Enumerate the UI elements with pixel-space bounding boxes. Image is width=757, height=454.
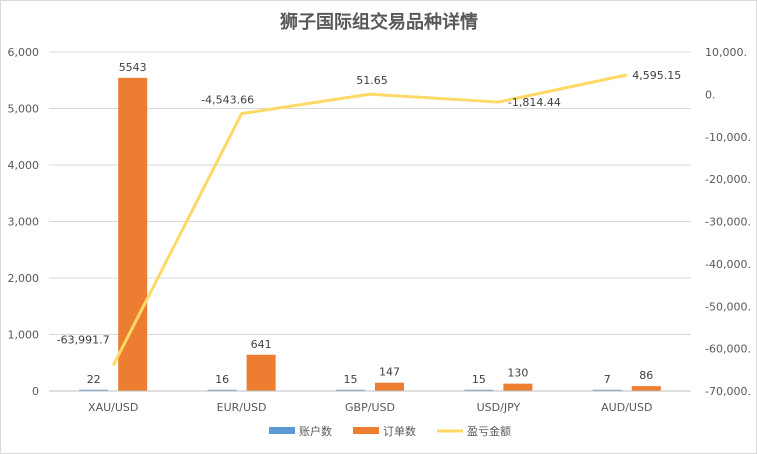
bar-accounts[interactable] [464, 389, 494, 391]
legend-swatch [353, 427, 379, 434]
left-tick-label: 6,000 [8, 46, 40, 59]
line-data-label: 51.65 [356, 74, 388, 87]
left-tick-label: 4,000 [8, 159, 40, 172]
bar-orders[interactable] [631, 386, 661, 391]
chart-title: 狮子国际组交易品种详情 [280, 11, 478, 33]
left-y-axis: 0 1,000 2,000 3,000 4,000 5,000 6,000 [8, 46, 40, 398]
data-labels: 22 16 15 15 7 5543 641 147 130 86 -63,991.7 -4,543.… [57, 61, 682, 386]
bar-data-label: 15 [344, 373, 358, 386]
legend-item[interactable]: 账户数 [269, 424, 332, 438]
bar-data-label: 147 [379, 366, 400, 379]
bar-data-label: 22 [87, 373, 101, 386]
legend-item[interactable]: 订单数 [353, 425, 416, 438]
legend-swatch [269, 427, 295, 434]
x-axis: XAU/USD EUR/USD GBP/USD USD/JPY AUD/USD [49, 390, 691, 414]
bar-series [79, 77, 661, 392]
bar-data-label: 16 [215, 373, 229, 386]
line-data-label: 4,595.15 [632, 69, 681, 82]
line-pnl[interactable] [111, 73, 628, 367]
legend-label: 盈亏金额 [467, 424, 511, 438]
right-y-axis: -70,000. -60,000. -50,000. -40,000. -30,000.… [705, 46, 751, 398]
right-tick-label: -60,000. [705, 343, 751, 356]
x-tick-label: AUD/USD [601, 401, 652, 414]
line-data-label: -1,814.44 [508, 96, 561, 109]
bar-data-label: 130 [507, 367, 528, 380]
bar-orders[interactable] [246, 354, 276, 391]
right-tick-label: -40,000. [705, 258, 751, 271]
bar-orders[interactable] [375, 382, 404, 391]
x-tick-label: EUR/USD [217, 401, 267, 414]
right-tick-label: -20,000. [705, 173, 751, 186]
bar-data-label: 15 [472, 373, 486, 386]
line-data-label: -63,991.7 [57, 334, 110, 347]
line-data-label: -4,543.66 [201, 94, 254, 107]
bar-accounts[interactable] [207, 389, 237, 391]
bar-data-label: 86 [639, 369, 653, 382]
gridlines [49, 51, 691, 392]
bar-orders[interactable] [503, 383, 533, 391]
legend[interactable]: 账户数 订单数 盈亏金额 [269, 424, 511, 438]
left-tick-label: 0 [32, 385, 39, 398]
right-tick-label: -30,000. [705, 216, 751, 229]
left-tick-label: 1,000 [8, 329, 40, 342]
right-tick-label: -70,000. [705, 385, 751, 398]
bar-orders[interactable] [118, 77, 148, 392]
right-tick-label: -50,000. [705, 300, 751, 313]
right-tick-label: 10,000. [705, 46, 747, 59]
legend-label: 订单数 [383, 425, 416, 438]
x-tick-label: XAU/USD [88, 401, 138, 414]
right-tick-label: -10,000. [705, 131, 751, 144]
bar-accounts[interactable] [336, 389, 365, 391]
bar-data-label: 5543 [119, 61, 147, 74]
bar-data-label: 7 [604, 373, 611, 386]
x-tick-label: GBP/USD [345, 401, 395, 414]
legend-item[interactable]: 盈亏金额 [437, 424, 511, 438]
bar-accounts[interactable] [79, 389, 109, 391]
left-tick-label: 5,000 [8, 103, 40, 116]
line-series [111, 73, 628, 367]
bar-accounts[interactable] [592, 389, 622, 391]
right-tick-label: 0. [705, 88, 716, 101]
legend-label: 账户数 [299, 424, 332, 438]
x-tick-label: USD/JPY [477, 401, 521, 414]
bar-data-label: 641 [251, 338, 272, 351]
left-tick-label: 2,000 [8, 272, 40, 285]
left-tick-label: 3,000 [8, 216, 40, 229]
